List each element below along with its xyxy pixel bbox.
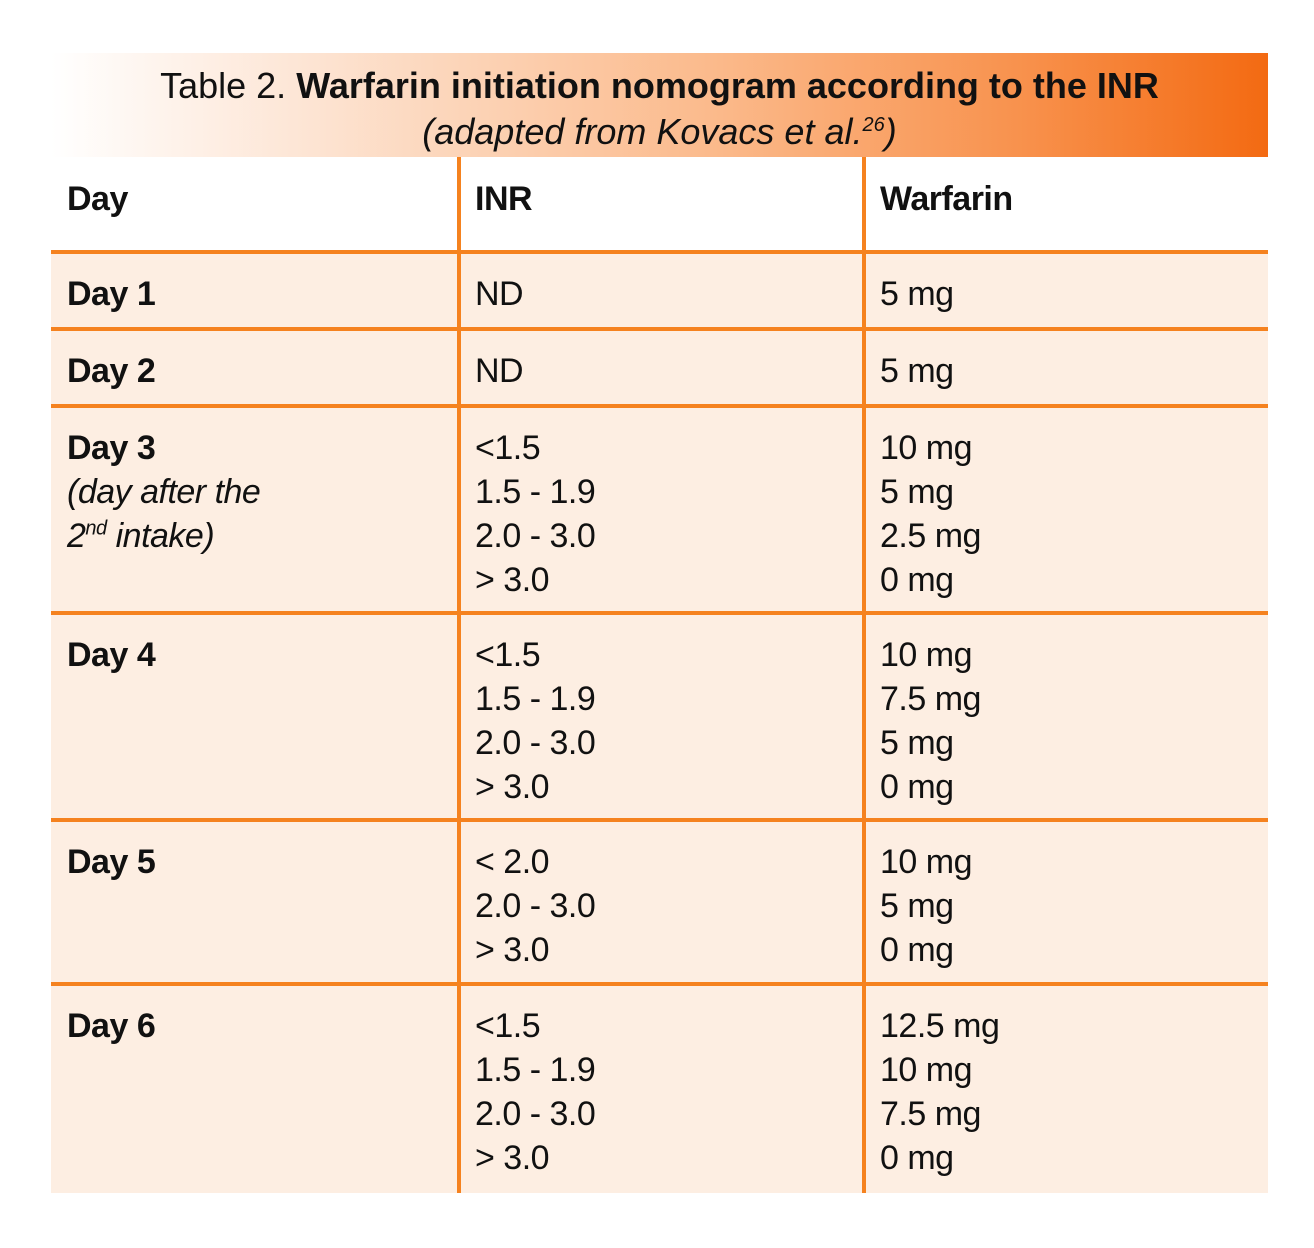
day-label: Day 1 (67, 275, 156, 313)
day-cell: Day 1 (51, 254, 457, 331)
warfarin-dose: 5 mg (880, 887, 954, 925)
warfarin-cell: 10 mg 5 mg 2.5 mg 0 mg (862, 408, 1268, 615)
inr-value: 2.0 - 3.0 (475, 1095, 596, 1133)
warfarin-cell: 5 mg (862, 331, 1268, 408)
inr-cell: ND (457, 254, 862, 331)
inr-cell: <1.5 1.5 - 1.9 2.0 - 3.0 > 3.0 (457, 408, 862, 615)
inr-value: < 2.0 (475, 843, 550, 881)
warfarin-dose: 10 mg (880, 843, 973, 881)
inr-value: 2.0 - 3.0 (475, 724, 596, 762)
caption-title-line: Table 2. Warfarin initiation nomogram ac… (51, 63, 1268, 109)
inr-value: > 3.0 (475, 931, 550, 969)
inr-value: <1.5 (475, 429, 541, 467)
inr-value: > 3.0 (475, 768, 550, 806)
day-cell: Day 6 (51, 986, 457, 1193)
warfarin-cell: 10 mg 7.5 mg 5 mg 0 mg (862, 615, 1268, 822)
inr-cell: < 2.0 2.0 - 3.0 > 3.0 (457, 822, 862, 986)
inr-value: 2.0 - 3.0 (475, 887, 596, 925)
day-label: Day 3 (67, 429, 156, 467)
day-label: Day 2 (67, 352, 156, 390)
inr-cell: ND (457, 331, 862, 408)
warfarin-cell: 10 mg 5 mg 0 mg (862, 822, 1268, 986)
column-header-inr: INR (457, 157, 862, 254)
caption-prefix: Table 2. (160, 65, 287, 106)
warfarin-dose: 7.5 mg (880, 1095, 981, 1133)
warfarin-dose: 12.5 mg (880, 1007, 1000, 1045)
warfarin-dose: 7.5 mg (880, 680, 981, 718)
warfarin-cell: 5 mg (862, 254, 1268, 331)
inr-value: > 3.0 (475, 1139, 550, 1177)
day-label: Day 5 (67, 843, 156, 881)
inr-value: <1.5 (475, 636, 541, 674)
warfarin-table: Table 2. Warfarin initiation nomogram ac… (51, 53, 1268, 1193)
day-label: Day 4 (67, 636, 156, 674)
inr-cell: <1.5 1.5 - 1.9 2.0 - 3.0 > 3.0 (457, 986, 862, 1193)
inr-value: ND (475, 352, 524, 390)
inr-value: > 3.0 (475, 561, 550, 599)
warfarin-dose: 5 mg (880, 352, 954, 390)
day-cell: Day 4 (51, 615, 457, 822)
warfarin-dose: 2.5 mg (880, 517, 981, 555)
day-label: Day 6 (67, 1007, 156, 1045)
day-note: (day after the (67, 473, 261, 511)
inr-value: 1.5 - 1.9 (475, 680, 596, 718)
warfarin-dose: 5 mg (880, 724, 954, 762)
warfarin-dose: 0 mg (880, 561, 954, 599)
column-header-warfarin: Warfarin (862, 157, 1268, 254)
day-note-rest: intake) (106, 517, 215, 555)
inr-value: 1.5 - 1.9 (475, 473, 596, 511)
caption-title: Warfarin initiation nomogram according t… (296, 65, 1159, 106)
caption-subtitle-main: (adapted from Kovacs et al. (422, 111, 863, 152)
day-note-ordinal: nd (85, 517, 107, 540)
day-note: 2nd intake) (67, 514, 457, 558)
day-cell: Day 5 (51, 822, 457, 986)
inr-value: 2.0 - 3.0 (475, 517, 596, 555)
caption-ref: 26 (862, 114, 885, 136)
warfarin-dose: 0 mg (880, 768, 954, 806)
warfarin-dose: 5 mg (880, 275, 954, 313)
warfarin-cell: 12.5 mg 10 mg 7.5 mg 0 mg (862, 986, 1268, 1193)
caption-subtitle: (adapted from Kovacs et al.26) (51, 109, 1268, 155)
inr-cell: <1.5 1.5 - 1.9 2.0 - 3.0 > 3.0 (457, 615, 862, 822)
inr-value: ND (475, 275, 524, 313)
table-caption: Table 2. Warfarin initiation nomogram ac… (51, 53, 1268, 157)
warfarin-dose: 5 mg (880, 473, 954, 511)
caption-subtitle-end: ) (884, 111, 897, 152)
inr-value: 1.5 - 1.9 (475, 1051, 596, 1089)
day-cell: Day 2 (51, 331, 457, 408)
column-header-day: Day (51, 157, 457, 254)
day-note-number: 2 (67, 517, 86, 555)
warfarin-dose: 0 mg (880, 931, 954, 969)
warfarin-dose: 10 mg (880, 429, 973, 467)
warfarin-dose: 0 mg (880, 1139, 954, 1177)
table-grid: Day INR Warfarin Day 1 ND 5 mg Day 2 ND … (51, 157, 1268, 1193)
warfarin-dose: 10 mg (880, 636, 973, 674)
warfarin-dose: 10 mg (880, 1051, 973, 1089)
inr-value: <1.5 (475, 1007, 541, 1045)
day-cell: Day 3 (day after the 2nd intake) (51, 408, 457, 615)
